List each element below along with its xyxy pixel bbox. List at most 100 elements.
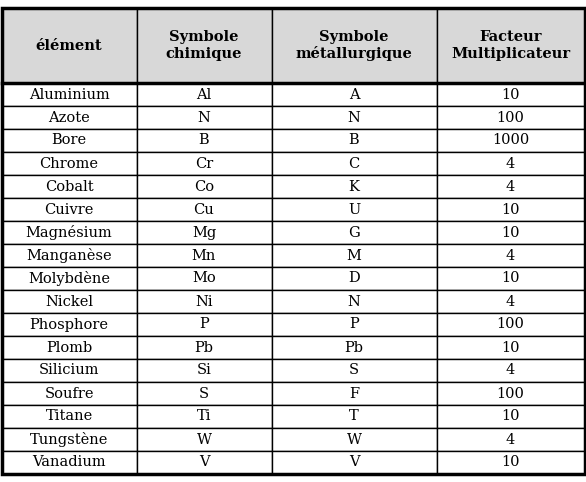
Bar [137,359,271,382]
Bar [271,290,437,313]
Text: F: F [349,387,359,401]
Bar [437,83,584,106]
Text: W: W [346,432,362,446]
Bar [2,428,137,451]
Bar [271,244,437,267]
Text: N: N [347,295,360,308]
Text: S: S [199,387,209,401]
Text: U: U [348,202,360,216]
Bar [137,451,271,474]
Text: Mo: Mo [192,271,216,285]
Text: 4: 4 [506,157,515,171]
Text: Titane: Titane [45,410,93,424]
Text: 4: 4 [506,363,515,377]
Text: Vanadium: Vanadium [32,455,106,469]
Text: Symbole
chimique: Symbole chimique [166,30,242,61]
Text: V: V [199,455,209,469]
Text: 10: 10 [501,340,520,354]
Bar [271,313,437,336]
Text: Mn: Mn [192,249,216,263]
Text: Si: Si [196,363,212,377]
Text: 10: 10 [501,271,520,285]
Text: 10: 10 [501,226,520,240]
Bar [137,175,271,198]
Bar [437,336,584,359]
Bar [271,428,437,451]
Text: Manganèse: Manganèse [26,248,112,263]
Bar [271,221,437,244]
Text: 100: 100 [496,110,524,124]
Bar [271,267,437,290]
Text: P: P [199,318,209,332]
Text: Cobalt: Cobalt [45,179,93,193]
Bar [2,267,137,290]
Text: 4: 4 [506,179,515,193]
Bar [2,290,137,313]
Text: Chrome: Chrome [39,157,98,171]
Text: M: M [346,249,362,263]
Bar [2,106,137,129]
Text: N: N [347,110,360,124]
Bar [137,313,271,336]
Bar [2,451,137,474]
Bar [2,198,137,221]
Text: Tungstène: Tungstène [30,432,108,447]
Bar [437,428,584,451]
Bar [271,129,437,152]
Bar [437,382,584,405]
Bar [437,451,584,474]
Text: W: W [196,432,212,446]
Text: V: V [349,455,359,469]
Text: Silicium: Silicium [39,363,99,377]
Text: Ni: Ni [195,295,213,308]
Text: Azote: Azote [48,110,90,124]
Text: G: G [348,226,360,240]
Bar [2,221,137,244]
Text: C: C [348,157,360,171]
Bar [2,83,137,106]
Text: 4: 4 [506,249,515,263]
Bar [137,290,271,313]
Text: élément: élément [36,39,103,53]
Bar [2,359,137,382]
Bar [137,336,271,359]
Text: 10: 10 [501,202,520,216]
Bar [137,106,271,129]
Bar [2,129,137,152]
Bar [437,405,584,428]
Text: D: D [348,271,360,285]
Bar [437,152,584,175]
Text: Magnésium: Magnésium [26,225,113,240]
Bar [137,221,271,244]
Bar [271,405,437,428]
Text: Cu: Cu [193,202,214,216]
Text: Al: Al [196,88,212,102]
Bar [137,382,271,405]
Text: 10: 10 [501,410,520,424]
Text: 100: 100 [496,318,524,332]
Bar [2,175,137,198]
Bar [271,8,437,83]
Bar [437,267,584,290]
Text: Soufre: Soufre [45,387,94,401]
Text: Pb: Pb [345,340,363,354]
Bar [437,8,584,83]
Text: Co: Co [194,179,214,193]
Bar [437,313,584,336]
Text: S: S [349,363,359,377]
Text: Symbole
métallurgique: Symbole métallurgique [295,30,413,61]
Text: Nickel: Nickel [45,295,93,308]
Text: 100: 100 [496,387,524,401]
Bar [2,244,137,267]
Bar [437,359,584,382]
Bar [271,106,437,129]
Bar [437,175,584,198]
Text: Cuivre: Cuivre [45,202,94,216]
Text: N: N [197,110,210,124]
Bar [137,267,271,290]
Bar [437,221,584,244]
Bar [2,405,137,428]
Text: Phosphore: Phosphore [29,318,108,332]
Text: 10: 10 [501,455,520,469]
Bar [271,382,437,405]
